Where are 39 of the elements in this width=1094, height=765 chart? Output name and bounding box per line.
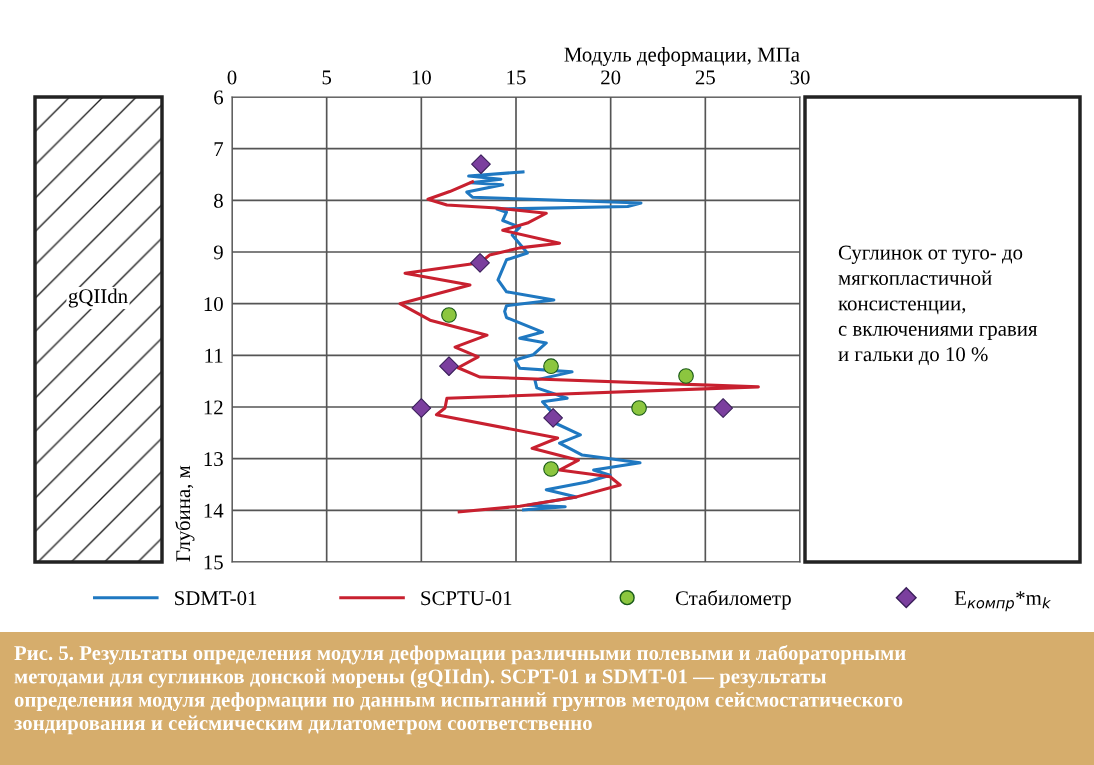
text: gQIIdn [68, 288, 128, 308]
y-tick-label: 13 [204, 452, 223, 467]
line-series [398, 180, 760, 514]
y-tick-label: 15 [204, 555, 223, 570]
y-tick-label: 14 [204, 503, 224, 518]
legend-label: SCPTU-01 [421, 591, 512, 606]
x-tick-label: 20 [601, 70, 621, 85]
text: Рис. 5. Результаты определения модуля деформации различными полевыми и лабораторными методами для суглинков донской морены (gQIIdn). SCPT-01 и SDMT-01 — результаты определения модуля деформации по данным испытаний грунтов методом сейсмостатического зондирования и сейсмическим дилатометром соответственно [14, 645, 906, 735]
legend-label: SDMT-01 [175, 591, 257, 606]
x-tick-label: 0 [227, 70, 237, 85]
y-tick-label: 6 [214, 90, 224, 105]
y-tick-label: 11 [205, 348, 223, 363]
point [471, 154, 491, 175]
y-tick-label: 7 [214, 142, 224, 156]
point [439, 356, 459, 377]
point [543, 358, 559, 375]
legend-label: Стабилометр [675, 590, 791, 610]
x-tick-label: 15 [507, 70, 526, 85]
point [631, 400, 647, 416]
y-tick-label: 8 [214, 193, 223, 208]
line-series [465, 170, 643, 512]
x-tick-label: 30 [790, 70, 810, 85]
y-tick-label: 10 [204, 297, 223, 312]
y-axis-title: Глубина, м [175, 465, 195, 562]
x-axis-title: Модуль деформации, МПа [564, 46, 800, 66]
point [543, 407, 563, 428]
y-tick-label: 12 [204, 400, 223, 415]
y-tick-label: 9 [213, 245, 223, 260]
x-tick-label: 5 [322, 70, 332, 85]
point [411, 398, 432, 418]
point [543, 461, 559, 477]
point [713, 398, 734, 418]
point [441, 307, 457, 323]
legend-label: E$_{компр}$*m$_{k}$ [954, 591, 1051, 612]
x-tick-label: 10 [412, 70, 431, 85]
text: Суглинок от туго- до мягкопластичной консистенции, с включениями гравия и гальки до 10 % [838, 245, 1038, 366]
point [470, 252, 490, 273]
x-tick-label: 25 [695, 70, 715, 85]
point [678, 368, 694, 384]
